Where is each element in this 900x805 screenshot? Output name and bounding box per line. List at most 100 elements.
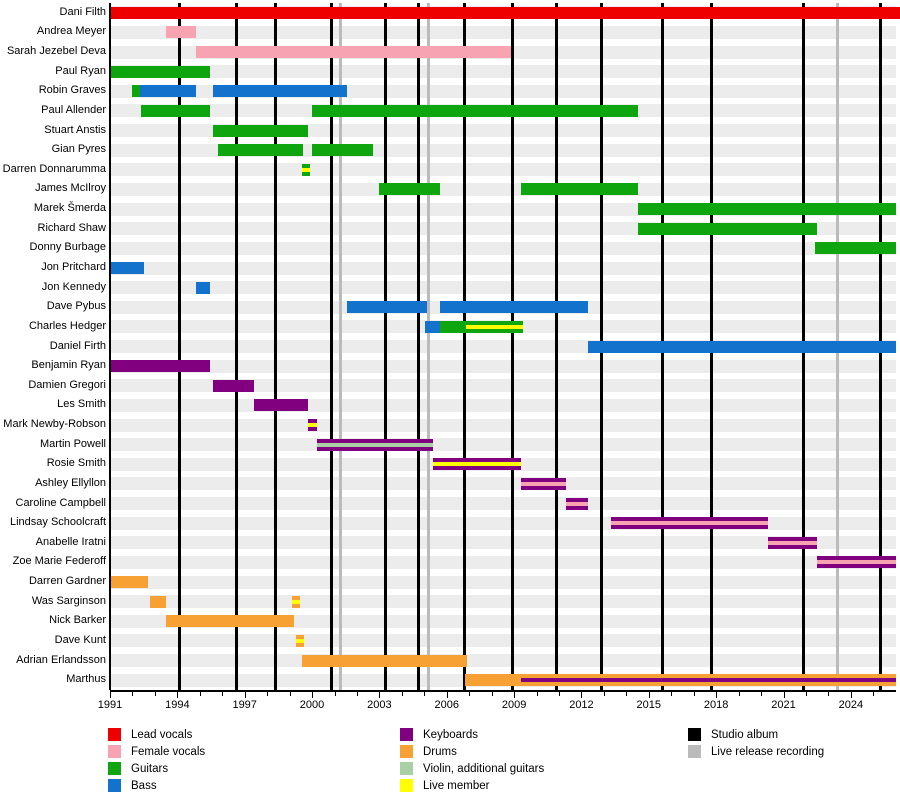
x-axis-minor-tick [693,692,695,697]
studio-album-line [555,3,559,691]
legend-label: Live release recording [711,746,825,758]
x-axis-tick-label: 2003 [367,699,392,712]
row-band [110,398,896,412]
x-axis-minor-tick [536,692,538,697]
violin-additional-guitars-swatch [400,762,413,775]
x-axis-major-tick [783,692,785,699]
member-name-label: Les Smith [57,398,106,411]
member-tenure-bar [610,517,768,530]
drums-swatch [400,745,413,758]
x-axis-minor-tick [401,692,403,697]
member-tenure-bar [440,301,589,314]
x-axis-tick-label: 2015 [636,699,662,712]
member-name-label: Jon Pritchard [41,261,106,273]
row-band [110,25,896,39]
member-tenure-bar [141,104,210,117]
member-tenure-bar [637,203,896,216]
secondary-role-stripe [291,599,300,604]
member-name-label: Damien Gregori [28,378,106,391]
x-axis-tick-label: 1994 [165,699,190,712]
member-tenure-bar [296,634,305,647]
member-tenure-bar [588,340,896,353]
member-name-label: Marek Šmerda [33,202,106,215]
secondary-role-stripe [316,442,434,447]
member-name-label: Stuart Anstis [44,123,106,136]
member-tenure-bar [440,320,466,333]
member-tenure-bar [140,85,197,98]
row-band [110,438,896,452]
secondary-role-stripe [610,521,768,526]
x-axis-major-tick [648,692,650,699]
legend-label: Keyboards [423,729,478,741]
row-band [110,379,896,393]
member-name-label: Gian Pyres [51,143,106,156]
member-name-label: Robin Graves [38,84,106,97]
row-band [110,163,896,177]
x-axis-minor-tick [873,692,875,697]
member-tenure-bar [213,124,308,137]
plot-area: Dani Filth Andrea Meyer Sarah Jezebel Deva… [3,3,900,712]
legend-label: Live member [423,780,490,792]
member-name-label: Caroline Campbell [15,496,107,509]
member-tenure-bar [110,576,149,589]
member-name-label: Richard Shaw [37,221,106,234]
studio-album-line [273,3,277,691]
x-axis-minor-tick [491,692,493,697]
member-name-label: Marthus [66,673,106,686]
x-axis-minor-tick [199,692,201,697]
member-name-label: Charles Hedger [28,319,106,332]
x-axis-major-tick [312,692,314,699]
secondary-role-stripe [433,462,521,467]
member-tenure-bar [301,654,467,667]
member-tenure-bar [253,399,308,412]
member-tenure-bar [213,379,254,392]
row-band [110,614,896,628]
secondary-role-stripe [465,324,524,329]
row-band [110,595,896,609]
member-tenure-bar [217,144,304,157]
secondary-role-stripe [565,501,589,506]
x-axis-minor-tick [469,692,471,697]
row-band [110,261,896,275]
row-band [110,575,896,589]
member-tenure-bar [465,320,524,333]
row-band [110,281,896,295]
legend-label: Bass [131,780,157,792]
member-tenure-bar [196,46,511,59]
x-axis-major-tick [379,692,381,699]
member-tenure-bar [637,222,818,235]
x-axis-tick-label: 2012 [569,699,594,712]
live-member-swatch [400,779,413,792]
member-name-label: Zoe Marie Federoff [12,555,106,568]
x-axis-minor-tick [334,692,336,697]
x-axis-tick-label: 2018 [703,699,729,712]
member-tenure-bar [346,301,427,314]
x-axis-tick-label: 2006 [434,699,459,712]
secondary-role-stripe [520,678,896,683]
y-axis-line [109,3,111,691]
x-axis-minor-tick [424,692,426,697]
member-tenure-bar [312,104,638,117]
member-name-label: Anabelle Iratni [35,535,106,548]
female-vocals-swatch [108,745,121,758]
member-tenure-bar [213,85,347,98]
member-tenure-bar [565,497,589,510]
member-name-label: Sarah Jezebel Deva [6,45,106,58]
member-name-label: Paul Ryan [55,64,106,77]
row-band [110,654,896,668]
row-band [110,241,896,255]
secondary-role-stripe [296,638,305,643]
x-axis-major-tick [177,692,179,699]
member-tenure-bar [316,438,434,451]
row-band [110,555,896,569]
studio-album-line [383,3,387,691]
x-axis-minor-tick [671,692,673,697]
member-name-label: Benjamin Ryan [31,359,106,372]
member-name-label: Mark Newby-Robson [3,418,106,431]
x-axis-minor-tick [222,692,224,697]
bass-swatch [108,779,121,792]
x-axis-minor-tick [559,692,560,697]
member-tenure-bar [464,674,896,687]
secondary-role-stripe [817,560,896,565]
